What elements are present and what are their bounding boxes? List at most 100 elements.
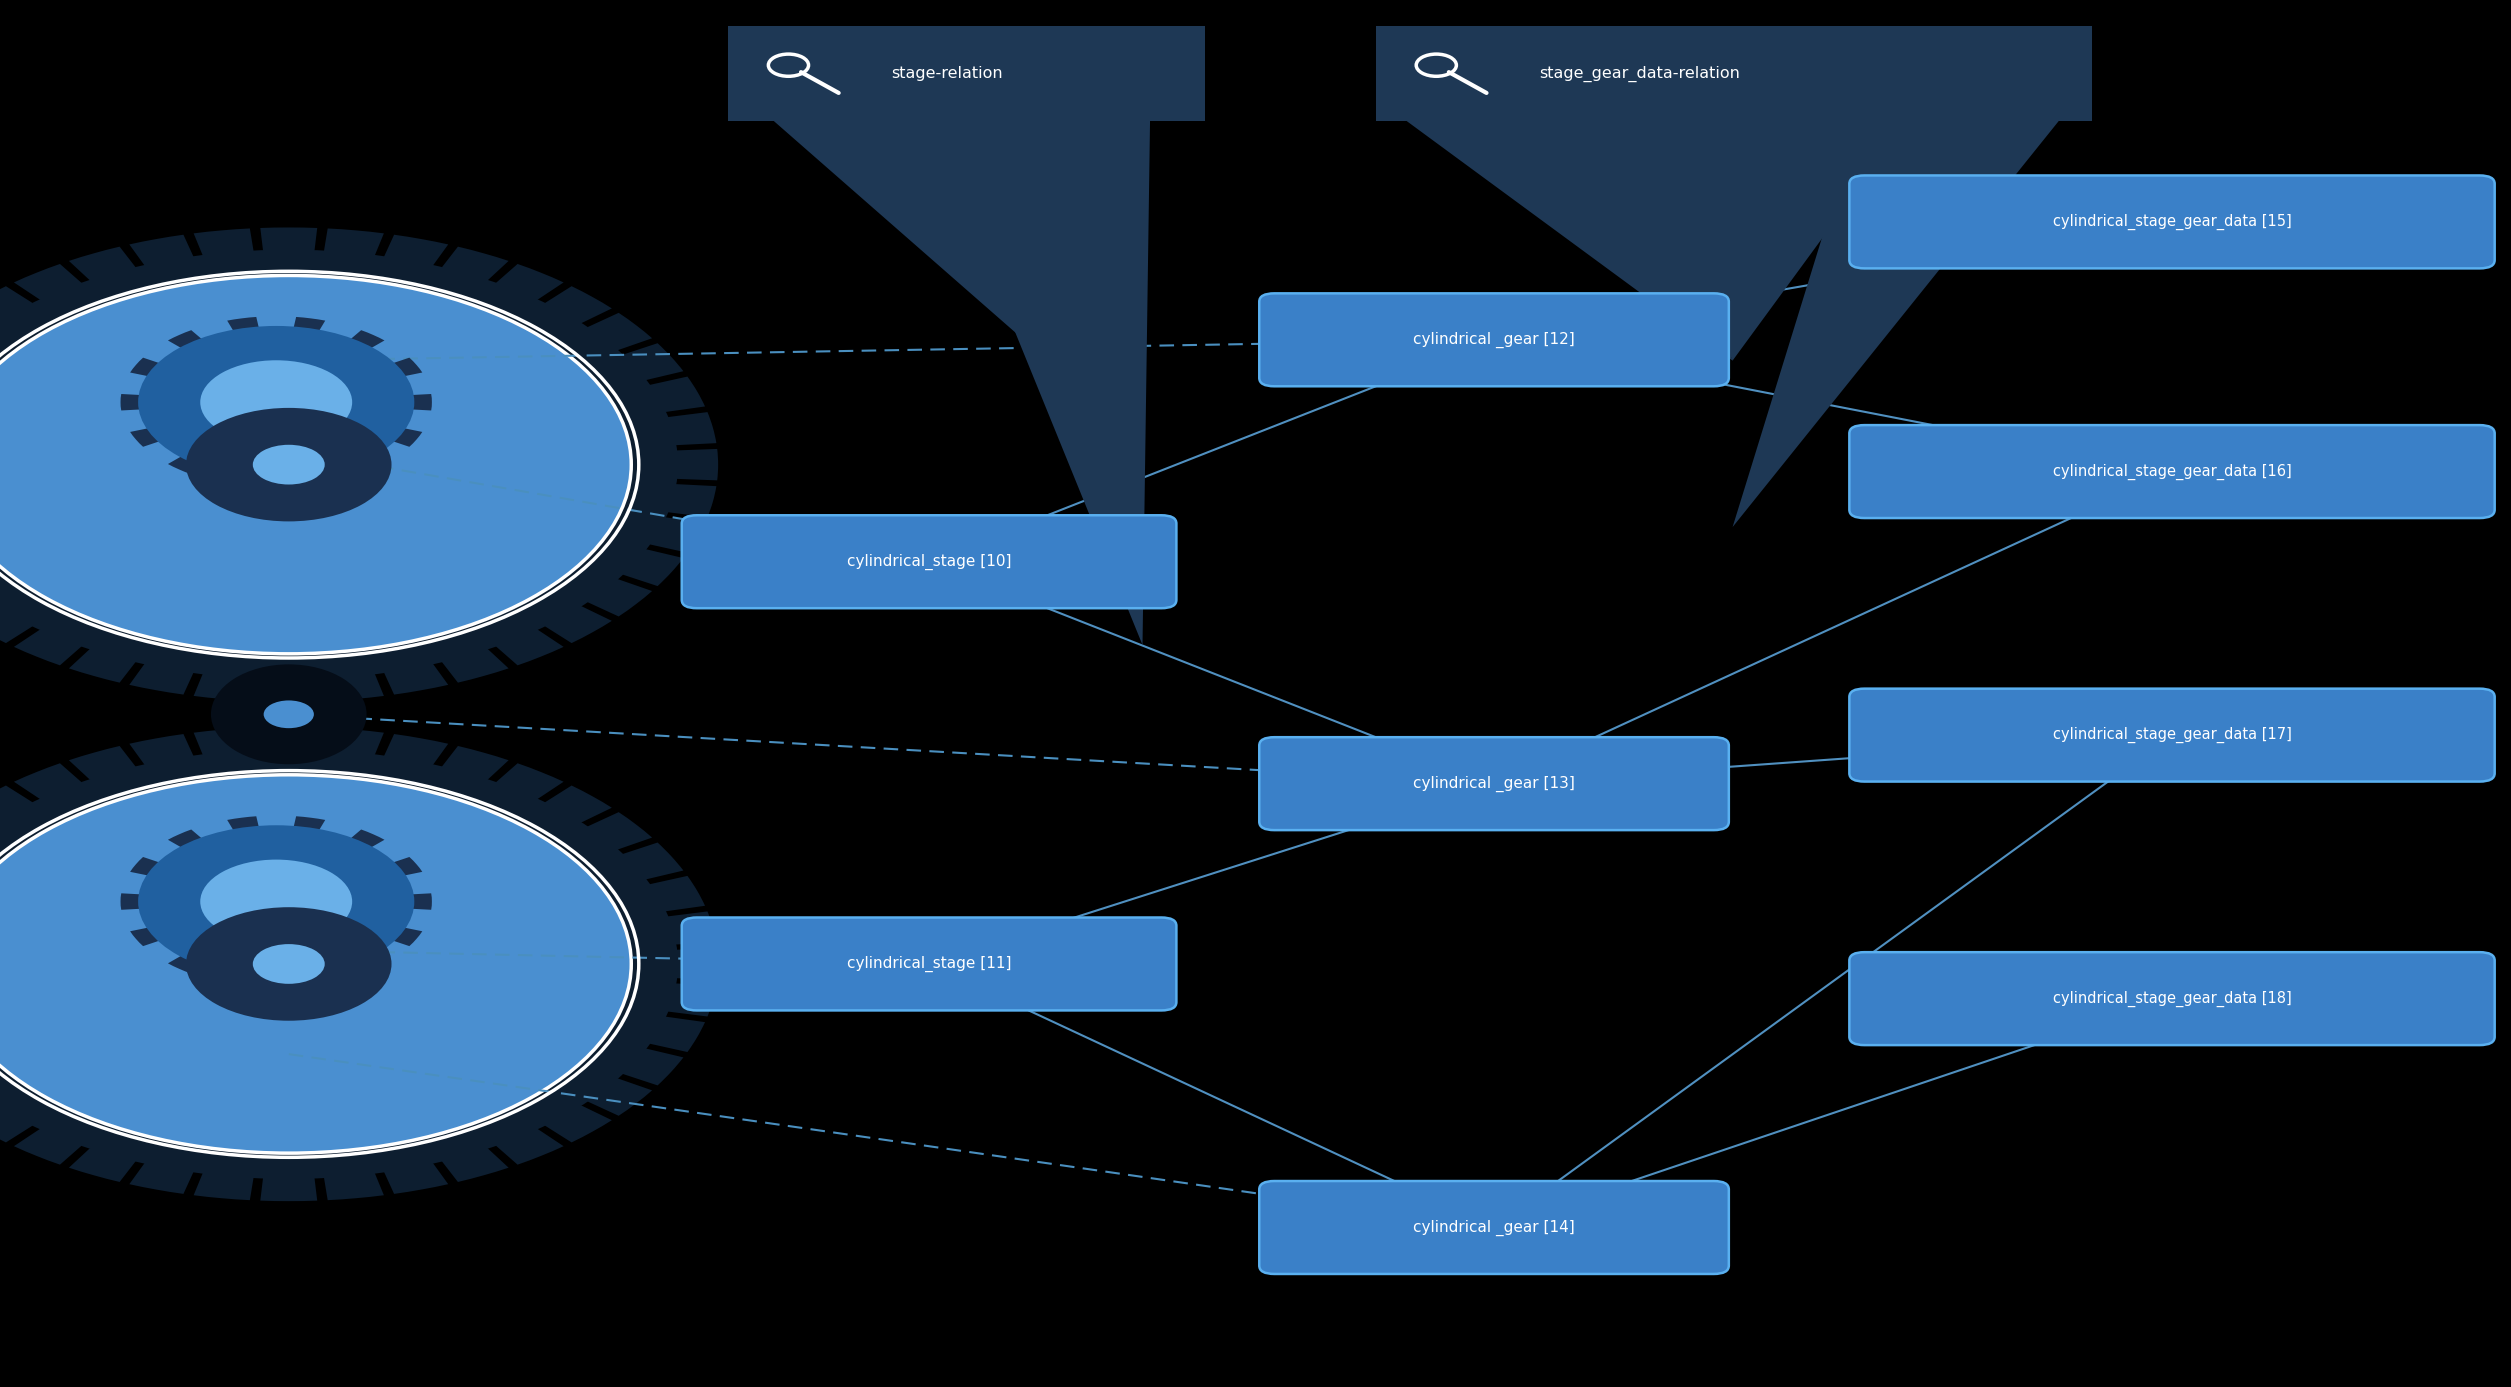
Polygon shape [773, 121, 1143, 444]
FancyBboxPatch shape [1848, 951, 2493, 1046]
Wedge shape [289, 964, 384, 1200]
Wedge shape [226, 817, 276, 902]
Wedge shape [0, 842, 289, 964]
Wedge shape [289, 343, 683, 465]
Wedge shape [261, 964, 316, 1201]
Wedge shape [289, 465, 613, 644]
Wedge shape [128, 734, 289, 964]
FancyBboxPatch shape [1848, 424, 2493, 519]
Circle shape [138, 825, 414, 978]
Circle shape [1471, 771, 1517, 796]
Wedge shape [0, 964, 289, 1053]
Wedge shape [128, 465, 289, 695]
Circle shape [0, 775, 630, 1153]
Wedge shape [0, 964, 289, 1143]
Wedge shape [0, 875, 289, 964]
Text: cylindrical_stage_gear_data [18]: cylindrical_stage_gear_data [18] [2051, 990, 2293, 1007]
Wedge shape [68, 964, 289, 1182]
Text: cylindrical _gear [12]: cylindrical _gear [12] [1414, 331, 1574, 348]
Wedge shape [0, 412, 289, 465]
Wedge shape [0, 465, 289, 553]
Wedge shape [0, 343, 289, 465]
FancyBboxPatch shape [1258, 1180, 1728, 1273]
Wedge shape [131, 902, 276, 946]
Circle shape [264, 700, 314, 728]
Text: cylindrical_stage_gear_data [16]: cylindrical_stage_gear_data [16] [2051, 463, 2293, 480]
Wedge shape [289, 313, 653, 465]
Wedge shape [289, 875, 706, 964]
Wedge shape [289, 465, 716, 517]
Wedge shape [289, 376, 706, 465]
Wedge shape [193, 229, 289, 465]
Wedge shape [0, 376, 289, 465]
Polygon shape [1733, 121, 2059, 527]
Wedge shape [289, 465, 449, 695]
Wedge shape [0, 286, 289, 465]
Wedge shape [128, 234, 289, 465]
Wedge shape [289, 964, 653, 1115]
Wedge shape [0, 785, 289, 964]
Wedge shape [121, 893, 276, 910]
Wedge shape [289, 964, 449, 1194]
FancyBboxPatch shape [1258, 738, 1728, 829]
Wedge shape [0, 465, 289, 616]
Wedge shape [289, 964, 683, 1086]
Wedge shape [289, 813, 653, 964]
Wedge shape [261, 727, 316, 964]
Wedge shape [168, 402, 276, 474]
Wedge shape [276, 902, 384, 974]
FancyBboxPatch shape [1848, 689, 2493, 782]
Wedge shape [226, 318, 276, 402]
FancyBboxPatch shape [728, 26, 1205, 121]
Wedge shape [131, 358, 276, 402]
Wedge shape [0, 949, 289, 979]
Circle shape [1471, 327, 1517, 352]
Wedge shape [289, 234, 449, 465]
Wedge shape [289, 465, 653, 616]
Text: cylindrical_stage [11]: cylindrical_stage [11] [846, 956, 1012, 972]
Wedge shape [289, 465, 706, 553]
Wedge shape [289, 964, 510, 1182]
Wedge shape [289, 465, 562, 666]
Text: stage_gear_data-relation: stage_gear_data-relation [1539, 65, 1740, 82]
Wedge shape [276, 817, 326, 902]
Wedge shape [289, 465, 384, 700]
Wedge shape [289, 728, 384, 964]
Wedge shape [15, 264, 289, 465]
Wedge shape [68, 247, 289, 465]
Wedge shape [121, 394, 276, 411]
Wedge shape [276, 893, 432, 910]
Circle shape [0, 749, 678, 1179]
Wedge shape [276, 402, 326, 487]
Wedge shape [289, 247, 510, 465]
Wedge shape [168, 829, 276, 902]
Wedge shape [168, 330, 276, 402]
Wedge shape [289, 785, 613, 964]
Text: stage-relation: stage-relation [891, 67, 1002, 80]
Wedge shape [0, 813, 289, 964]
Wedge shape [68, 746, 289, 964]
Wedge shape [276, 358, 422, 402]
Circle shape [1471, 1215, 1517, 1240]
Circle shape [201, 361, 352, 444]
Wedge shape [289, 229, 384, 465]
Wedge shape [289, 949, 718, 979]
Wedge shape [15, 763, 289, 964]
Wedge shape [289, 465, 510, 682]
Wedge shape [289, 842, 683, 964]
Wedge shape [289, 412, 716, 465]
Wedge shape [0, 449, 289, 480]
Wedge shape [289, 763, 562, 964]
Wedge shape [276, 402, 384, 474]
Wedge shape [289, 286, 613, 465]
Wedge shape [289, 964, 562, 1165]
Wedge shape [193, 964, 289, 1200]
Wedge shape [226, 402, 276, 487]
Wedge shape [289, 465, 683, 587]
Wedge shape [193, 465, 289, 700]
Wedge shape [15, 465, 289, 666]
Wedge shape [131, 857, 276, 902]
Polygon shape [1632, 121, 1908, 361]
Circle shape [254, 445, 324, 484]
Wedge shape [128, 964, 289, 1194]
